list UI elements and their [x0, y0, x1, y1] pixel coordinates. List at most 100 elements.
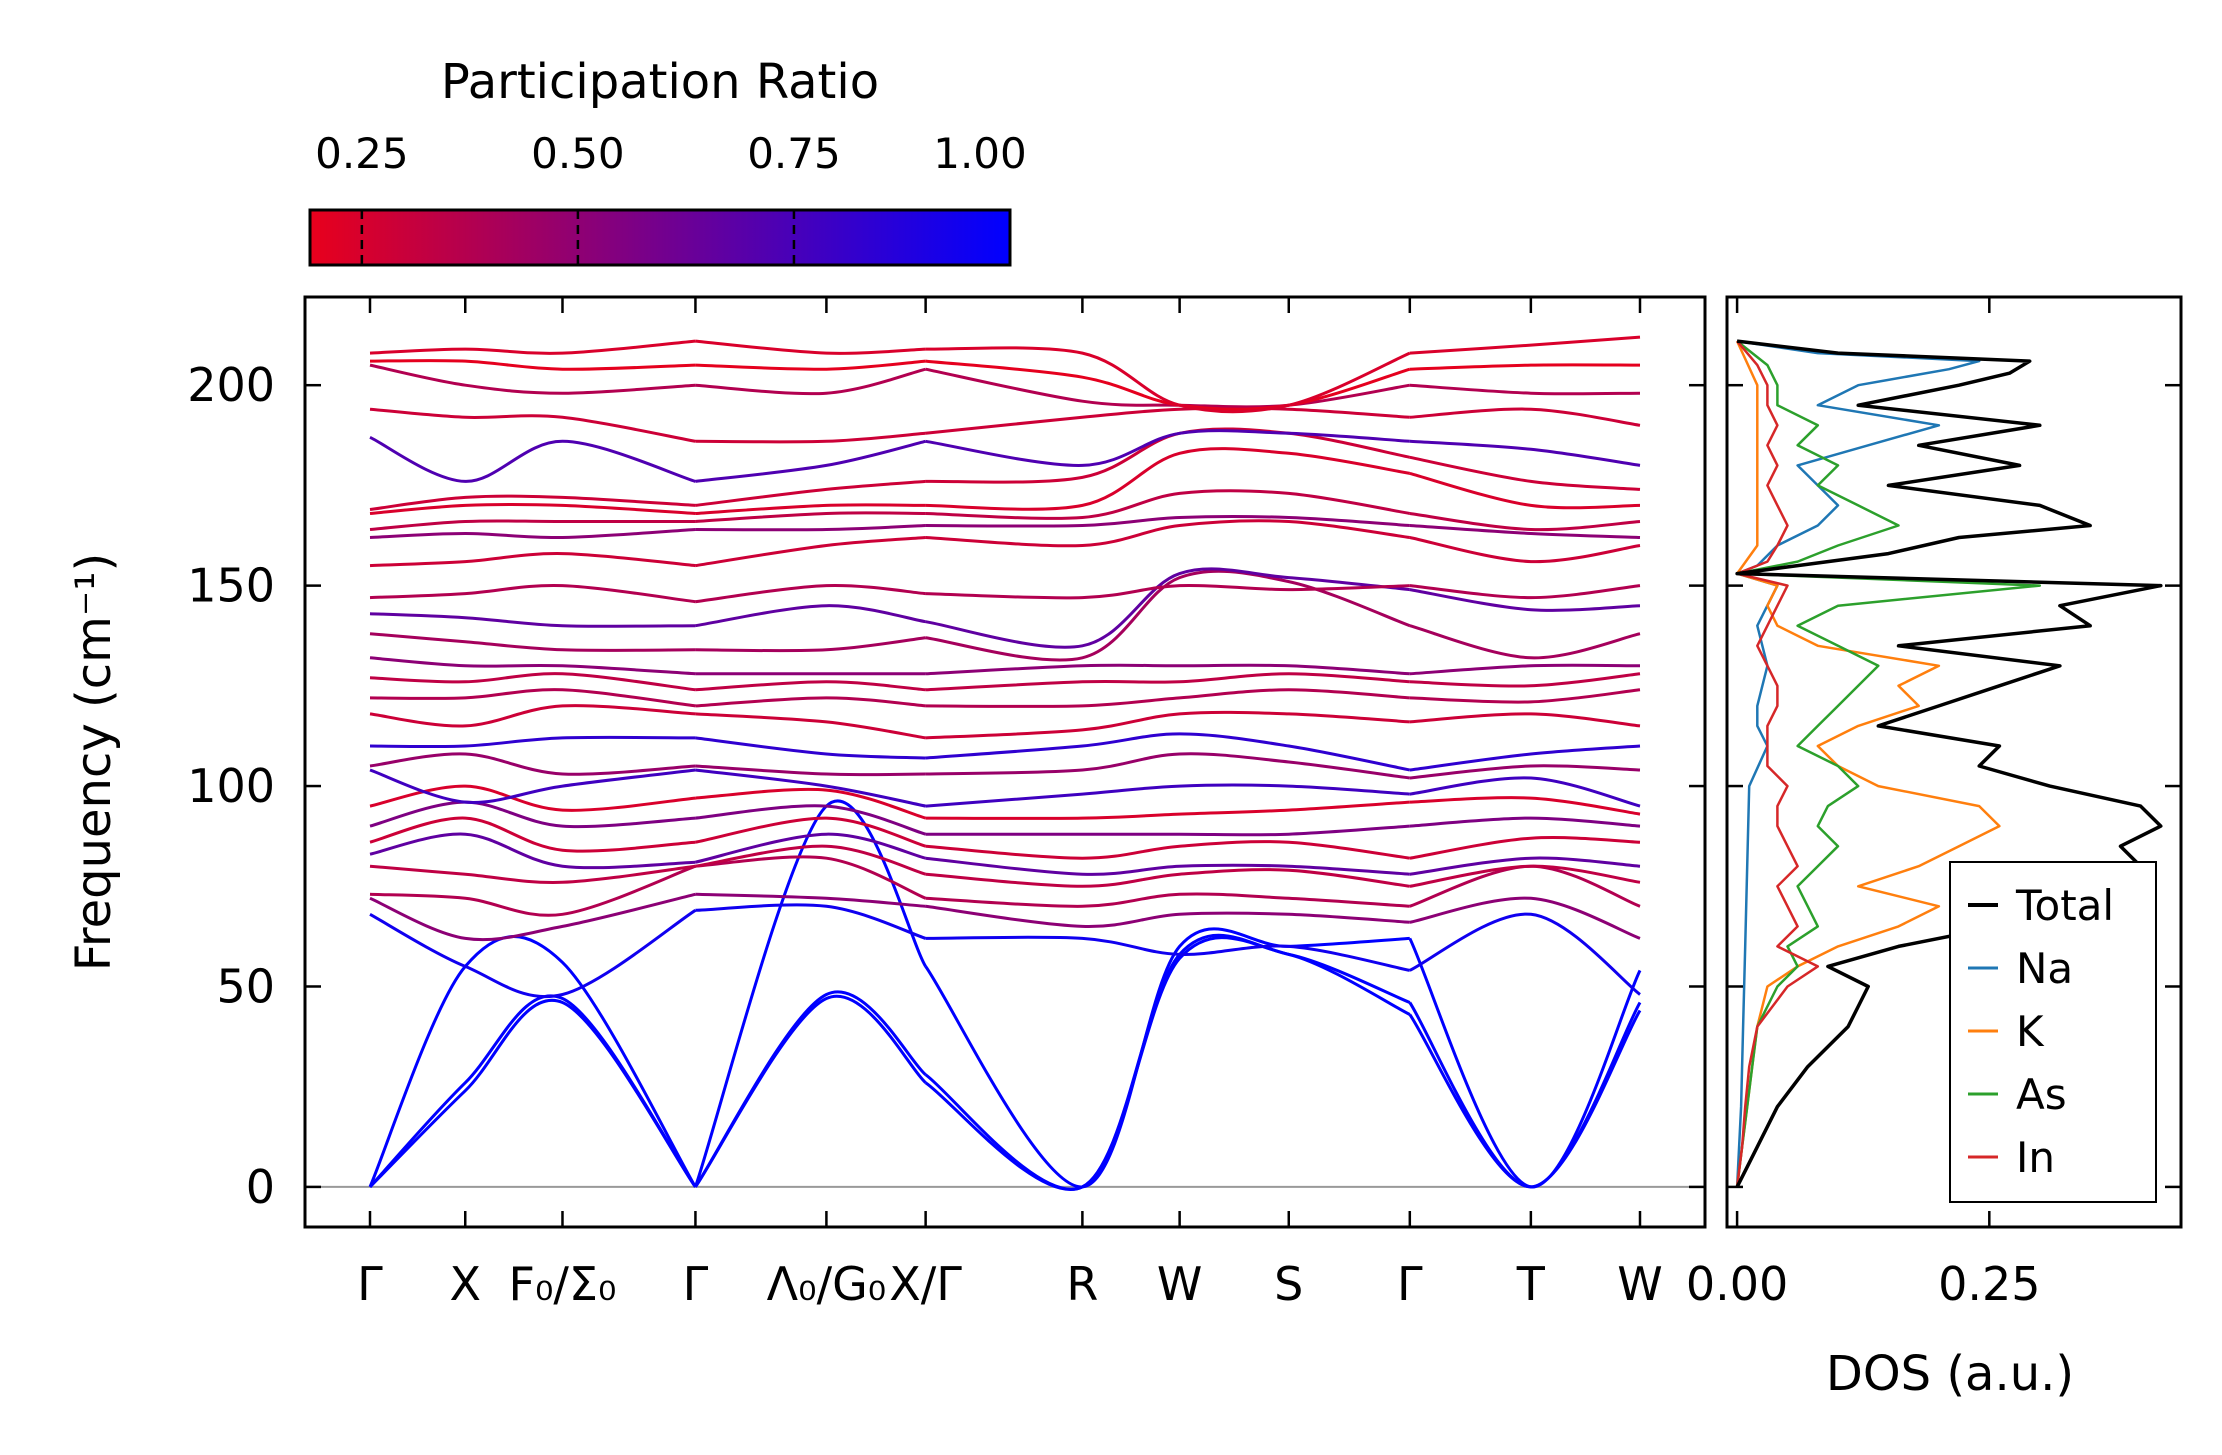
- band-branch: [695, 604, 926, 628]
- band-branch: [925, 904, 1410, 928]
- dos-axes-frame: [1725, 295, 2183, 1229]
- band-branch: [925, 752, 1410, 780]
- x-tick-label: S: [1274, 1257, 1303, 1311]
- band-branch: [1409, 764, 1641, 780]
- band-branch: [695, 712, 926, 740]
- band-branch: [925, 346, 1411, 414]
- band-branch: [694, 990, 927, 1188]
- colorbar-frame: [308, 208, 1012, 267]
- band-branch: [1408, 937, 1642, 1189]
- band-branch: [695, 768, 926, 808]
- x-tick-label: R: [1066, 1257, 1098, 1311]
- colorbar-tick-label: 0.25: [315, 129, 409, 178]
- band-branch: [369, 816, 696, 853]
- band-branch: [1409, 536, 1641, 564]
- x-tick-label: Γ: [683, 1257, 709, 1311]
- band-branch: [695, 636, 926, 653]
- y-tick-label: 150: [187, 559, 275, 613]
- band-structure-panel: 0 50 100 150 200 Γ X F₀/Σ₀ Γ Λ₀/G₀ X/Γ R W S Γ T W Freq…: [66, 295, 1707, 1311]
- band-branch: [1409, 407, 1641, 427]
- band-branch: [369, 864, 696, 917]
- x-tick-label: X: [449, 1257, 481, 1311]
- dos-series-total: [1735, 339, 2163, 1188]
- band-branch: [1409, 776, 1641, 808]
- band-branch: [369, 583, 696, 604]
- y-tick-label: 100: [187, 759, 275, 813]
- legend-label: As: [2016, 1070, 2067, 1119]
- band-branch: [369, 688, 696, 708]
- band-branch: [1409, 912, 1641, 996]
- band-branch: [1409, 439, 1641, 467]
- band-branch: [369, 892, 696, 942]
- band-branch: [695, 583, 926, 604]
- band-branch: [1409, 363, 1641, 371]
- band-branch: [369, 735, 696, 749]
- x-tick-label: W: [1157, 1257, 1202, 1311]
- band-branch: [1409, 856, 1641, 876]
- dos-series-as: [1735, 340, 2042, 1188]
- dos-panel: 0.00 0.25 DOS (a.u.) Total Na K As In: [1686, 295, 2183, 1402]
- band-branch: [695, 524, 926, 532]
- band-branch: [925, 447, 1411, 511]
- band-branch: [1409, 455, 1641, 491]
- dos-series-na: [1735, 339, 1981, 1187]
- band-branch: [695, 804, 927, 836]
- x-tick-label: F₀/Σ₀: [509, 1257, 617, 1311]
- band-branch: [695, 431, 926, 444]
- band-branch: [1409, 383, 1641, 396]
- band-branch: [695, 736, 926, 760]
- band-branch: [1409, 836, 1641, 860]
- band-branch: [925, 406, 1410, 435]
- band-branch: [369, 528, 696, 540]
- band-branch: [925, 663, 1410, 676]
- x-tick-label: Λ₀/G₀: [767, 1257, 887, 1311]
- band-branch: [1409, 744, 1641, 772]
- band-branch: [1409, 672, 1641, 688]
- band-branch: [695, 439, 926, 483]
- band-branch: [925, 583, 1410, 600]
- colorbar-tick-label: 0.50: [531, 129, 625, 178]
- band-branch: [369, 800, 696, 829]
- band-branch: [925, 569, 1411, 662]
- band-branch: [925, 519, 1410, 548]
- band-branch: [369, 502, 696, 515]
- y-axis-title: Frequency (cm⁻¹): [66, 553, 122, 971]
- dos-series-in: [1735, 340, 1820, 1188]
- legend: Total Na K As In: [1949, 861, 2157, 1203]
- band-branch: [1409, 688, 1641, 704]
- band-branch: [695, 680, 926, 692]
- x-tick-label: Γ: [357, 1257, 383, 1311]
- band-branch: [369, 552, 696, 568]
- band-branch: [925, 732, 1411, 772]
- band-branch: [369, 435, 696, 483]
- band-branch: [695, 764, 926, 777]
- colorbar: Participation Ratio 0.25 0.50 0.75 1.00: [308, 54, 1027, 267]
- band-branch: [369, 632, 696, 652]
- band-branch: [1409, 588, 1641, 612]
- band-branch: [1408, 1009, 1642, 1189]
- colorbar-tick-label: 1.00: [933, 129, 1027, 178]
- band-branch: [925, 824, 1410, 837]
- band-branch: [369, 339, 696, 355]
- band-branch: [1409, 524, 1641, 539]
- band-branch: [925, 514, 1410, 528]
- x-axis-title-dos: DOS (a.u.): [1826, 1346, 2074, 1402]
- band-branch: [369, 864, 696, 884]
- colorbar-title: Participation Ratio: [441, 54, 879, 110]
- band-branch: [925, 840, 1410, 860]
- band-branch: [369, 768, 696, 804]
- band-branch: [369, 363, 696, 395]
- band-axes-frame: [303, 295, 1707, 1229]
- band-branch: [369, 494, 696, 511]
- band-branch: [369, 752, 696, 776]
- band-branch: [1409, 624, 1641, 660]
- band-branch: [695, 816, 927, 848]
- band-branch: [1409, 712, 1641, 728]
- band-branch: [1409, 896, 1641, 940]
- band-branch: [369, 704, 696, 728]
- band-branch: [368, 935, 697, 1188]
- band-branch: [369, 832, 696, 870]
- band-branch: [695, 367, 926, 396]
- band-branch: [369, 672, 696, 692]
